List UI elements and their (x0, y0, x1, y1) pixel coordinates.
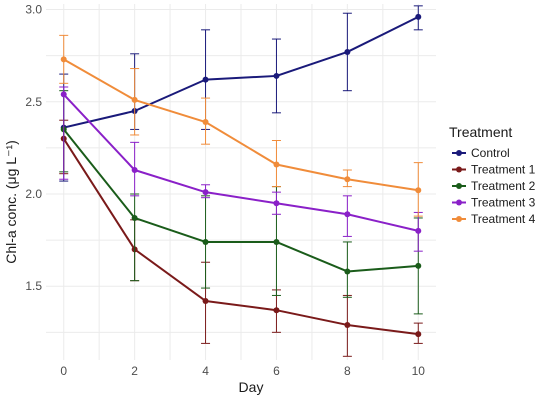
data-point (415, 227, 422, 234)
data-point (131, 167, 138, 174)
legend-label: Treatment 1 (471, 163, 536, 177)
y-tick-label: 1.5 (25, 279, 42, 293)
data-point (60, 56, 67, 63)
data-point (60, 91, 67, 98)
series-line (62, 93, 419, 232)
data-point (344, 211, 351, 218)
legend-item: Control (452, 146, 510, 160)
x-tick-label: 4 (202, 364, 209, 378)
series-treatment-2 (59, 90, 423, 315)
data-point (344, 176, 351, 183)
data-point (273, 200, 280, 207)
y-axis-title: Chl-a conc. (μg L⁻¹) (3, 140, 19, 264)
data-point (415, 262, 422, 269)
y-tick-labels: 1.5 2.0 2.5 3.0 (25, 3, 42, 294)
legend-title: Treatment (449, 124, 512, 140)
legend-item: Treatment 2 (452, 179, 536, 193)
legend-label: Treatment 3 (471, 196, 536, 210)
data-point (273, 307, 280, 314)
data-point (415, 331, 422, 338)
x-tick-label: 8 (344, 364, 351, 378)
x-tick-label: 2 (131, 364, 138, 378)
series-treatment-3 (59, 86, 423, 252)
legend-label: Treatment 2 (471, 179, 536, 193)
x-tick-label: 0 (60, 364, 67, 378)
data-point (273, 161, 280, 168)
legend: Treatment Control Treatment 1 Treatment 2 T… (449, 124, 536, 226)
series-line (62, 138, 419, 336)
data-point (415, 187, 422, 194)
data-point (202, 238, 209, 245)
data-point (273, 72, 280, 79)
y-tick-label: 2.5 (25, 95, 42, 109)
data-point (273, 238, 280, 245)
data-point (202, 76, 209, 83)
series-line (63, 16, 419, 129)
data-point (131, 214, 138, 221)
legend-item: Treatment 1 (452, 163, 536, 177)
data-point (202, 119, 209, 126)
x-tick-label: 6 (273, 364, 280, 378)
data-point (202, 189, 209, 196)
data-point (344, 48, 351, 55)
legend-label: Treatment 4 (471, 212, 536, 226)
x-axis-title: Day (239, 379, 264, 395)
data-point (415, 13, 422, 20)
y-tick-label: 2.0 (25, 187, 42, 201)
series-control (59, 5, 423, 182)
legend-swatch-point (456, 150, 462, 156)
y-tick-label: 3.0 (25, 3, 42, 17)
x-tick-label: 10 (412, 364, 426, 378)
data-point (344, 268, 351, 275)
legend-items: Control Treatment 1 Treatment 2 Treatment 3… (452, 146, 536, 226)
gridlines (46, 4, 436, 360)
series-treatment-4 (59, 34, 423, 217)
legend-item: Treatment 3 (452, 196, 536, 210)
legend-swatch-point (456, 166, 462, 173)
data-point (202, 297, 209, 304)
legend-label: Control (471, 146, 510, 160)
legend-swatch-point (456, 183, 462, 189)
series-line (63, 58, 419, 192)
series-layer (59, 5, 423, 357)
series-line (62, 128, 419, 273)
data-point (344, 321, 351, 328)
legend-swatch-point (456, 199, 462, 206)
x-tick-labels: 0 2 4 6 8 10 (60, 364, 425, 378)
data-point (131, 96, 138, 103)
legend-swatch-point (456, 216, 462, 222)
legend-item: Treatment 4 (452, 212, 536, 226)
